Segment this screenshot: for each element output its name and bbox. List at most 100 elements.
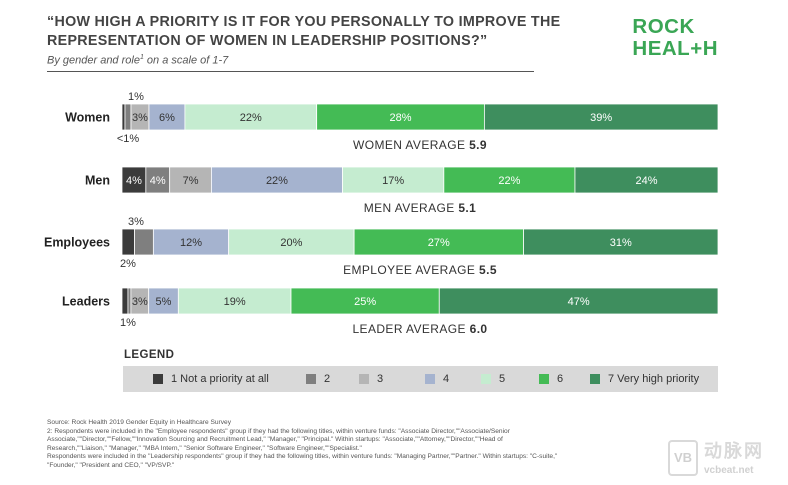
legend-label: 2 bbox=[324, 373, 331, 385]
bar-data-label: 5% bbox=[156, 296, 172, 308]
watermark-cn: 动脉网 bbox=[704, 441, 764, 462]
average-value: 5.1 bbox=[458, 201, 476, 215]
legend-swatch bbox=[359, 374, 369, 384]
bar-segment bbox=[574, 166, 719, 194]
legend-label: 3 bbox=[377, 373, 384, 385]
average-label: EMPLOYEE AVERAGE 5.5 bbox=[343, 263, 497, 277]
callout-above: 3% bbox=[128, 216, 144, 228]
legend-item: 5 bbox=[481, 373, 505, 385]
bar-data-label: 22% bbox=[266, 175, 288, 187]
bar-data-label: 31% bbox=[610, 237, 632, 249]
bar-data-label: 3% bbox=[132, 296, 148, 308]
bar-segment bbox=[124, 103, 132, 131]
footnote-line: Associate,""Director,""Fellow,""Innovati… bbox=[47, 436, 503, 444]
legend-swatch bbox=[425, 374, 435, 384]
legend-swatch bbox=[590, 374, 600, 384]
bar-data-label: 6% bbox=[159, 112, 175, 124]
bar-segment bbox=[342, 166, 445, 194]
category-label: Men bbox=[85, 174, 110, 188]
bar-segment bbox=[523, 228, 719, 256]
category-label: Women bbox=[65, 111, 110, 125]
callout-above: 1% bbox=[128, 91, 144, 103]
title-rule bbox=[47, 71, 534, 72]
bar-segment bbox=[148, 287, 179, 315]
footnote-line: Respondents were included in the "Leader… bbox=[47, 453, 558, 461]
bar-data-label: 47% bbox=[568, 296, 590, 308]
bar-segment bbox=[121, 103, 126, 131]
legend-item: 7 Very high priority bbox=[590, 373, 699, 385]
bar-segment bbox=[316, 103, 485, 131]
footnote-line: Source: Rock Health 2019 Gender Equity i… bbox=[47, 419, 231, 426]
rock-health-logo: ROCK HEAL+H bbox=[632, 16, 718, 60]
legend: 1 Not a priority at all 2 3 4 5 6 7 Very high … bbox=[123, 366, 718, 392]
footnote-line: "Founder," "President and CEO," "VP/SVP.… bbox=[47, 461, 175, 469]
average-label: MEN AVERAGE 5.1 bbox=[364, 201, 477, 215]
callout-below: <1% bbox=[117, 133, 140, 145]
logo-plus-icon: + bbox=[690, 37, 703, 60]
bar-segment bbox=[184, 103, 318, 131]
footnote-line: Research,""Liaison," "Manager," "MBA Int… bbox=[47, 444, 362, 452]
bar-data-label: 17% bbox=[382, 175, 404, 187]
legend-label: 7 Very high priority bbox=[608, 373, 700, 385]
callout-below: 1% bbox=[120, 317, 136, 329]
bar-segment bbox=[443, 166, 576, 194]
subtitle-tail: on a scale of 1-7 bbox=[143, 54, 229, 67]
average-text: EMPLOYEE AVERAGE bbox=[343, 263, 479, 277]
footnote: Source: Rock Health 2019 Gender Equity i… bbox=[47, 419, 607, 471]
bar-segment bbox=[290, 287, 440, 315]
average-text: MEN AVERAGE bbox=[364, 201, 459, 215]
legend-label: 1 Not a priority at all bbox=[171, 373, 269, 385]
bar-data-label: 22% bbox=[240, 112, 262, 124]
bar-segment bbox=[438, 287, 719, 315]
average-text: LEADER AVERAGE bbox=[352, 322, 469, 336]
watermark-url: vcbeat.net bbox=[704, 465, 754, 476]
average-value: 5.9 bbox=[469, 138, 487, 152]
bar-data-label: 20% bbox=[280, 237, 302, 249]
average-label: WOMEN AVERAGE 5.9 bbox=[353, 138, 487, 152]
legend-item: 4 bbox=[425, 373, 449, 385]
category-label: Leaders bbox=[62, 295, 110, 309]
average-value: 6.0 bbox=[470, 322, 488, 336]
bar-segment bbox=[353, 228, 524, 256]
bar-data-label: 39% bbox=[590, 112, 612, 124]
bar-data-label: 24% bbox=[635, 175, 657, 187]
legend-label: 5 bbox=[499, 373, 506, 385]
bar-segment bbox=[228, 228, 355, 256]
legend-swatch bbox=[306, 374, 316, 384]
vb-badge-icon: VB bbox=[668, 439, 698, 476]
bar-data-label: 12% bbox=[180, 237, 202, 249]
subtitle-main: By gender and role bbox=[47, 54, 140, 67]
bar-segment bbox=[121, 228, 135, 256]
logo-line2-b: H bbox=[702, 37, 718, 60]
stacked-bar-chart: Women 3% 6% 22% 28% 39% 1% <1% WOMEN AVERAGE 5.9… bbox=[44, 91, 719, 336]
category-label: Employees bbox=[44, 236, 110, 250]
bar-data-label: 7% bbox=[183, 175, 199, 187]
footnote-line: 2: Respondents were included in the "Emp… bbox=[47, 427, 510, 435]
bar-data-label: 28% bbox=[390, 112, 412, 124]
bar-data-label: 4% bbox=[126, 175, 142, 187]
callout-below: 2% bbox=[120, 258, 136, 270]
chart-title: “HOW HIGH A PRIORITY IS IT FOR YOU PERSO… bbox=[47, 14, 561, 49]
logo-line1: ROCK bbox=[632, 15, 695, 38]
chart-subtitle: By gender and role1 on a scale of 1-7 bbox=[47, 54, 228, 67]
bar-segment bbox=[148, 103, 186, 131]
bar-segment bbox=[483, 103, 719, 131]
legend-swatch bbox=[153, 374, 163, 384]
legend-title: LEGEND bbox=[124, 349, 175, 361]
bar-data-label: 3% bbox=[132, 112, 148, 124]
average-value: 5.5 bbox=[479, 263, 497, 277]
bar-segment bbox=[121, 287, 129, 315]
legend-item: 6 bbox=[539, 373, 563, 385]
logo-line2-a: HEAL bbox=[632, 37, 691, 60]
legend-item: 2 bbox=[306, 373, 330, 385]
legend-item: 1 Not a priority at all bbox=[153, 373, 269, 385]
subtitle-footnote-mark: 1 bbox=[139, 54, 144, 61]
bar-segment bbox=[127, 287, 132, 315]
legend-swatch bbox=[539, 374, 549, 384]
legend-swatch bbox=[481, 374, 491, 384]
bar-segment bbox=[169, 166, 212, 194]
bar-data-label: 22% bbox=[498, 175, 520, 187]
bar-data-label: 19% bbox=[224, 296, 246, 308]
logo-line2: HEAL+H bbox=[632, 38, 718, 60]
legend-item: 3 bbox=[359, 373, 383, 385]
